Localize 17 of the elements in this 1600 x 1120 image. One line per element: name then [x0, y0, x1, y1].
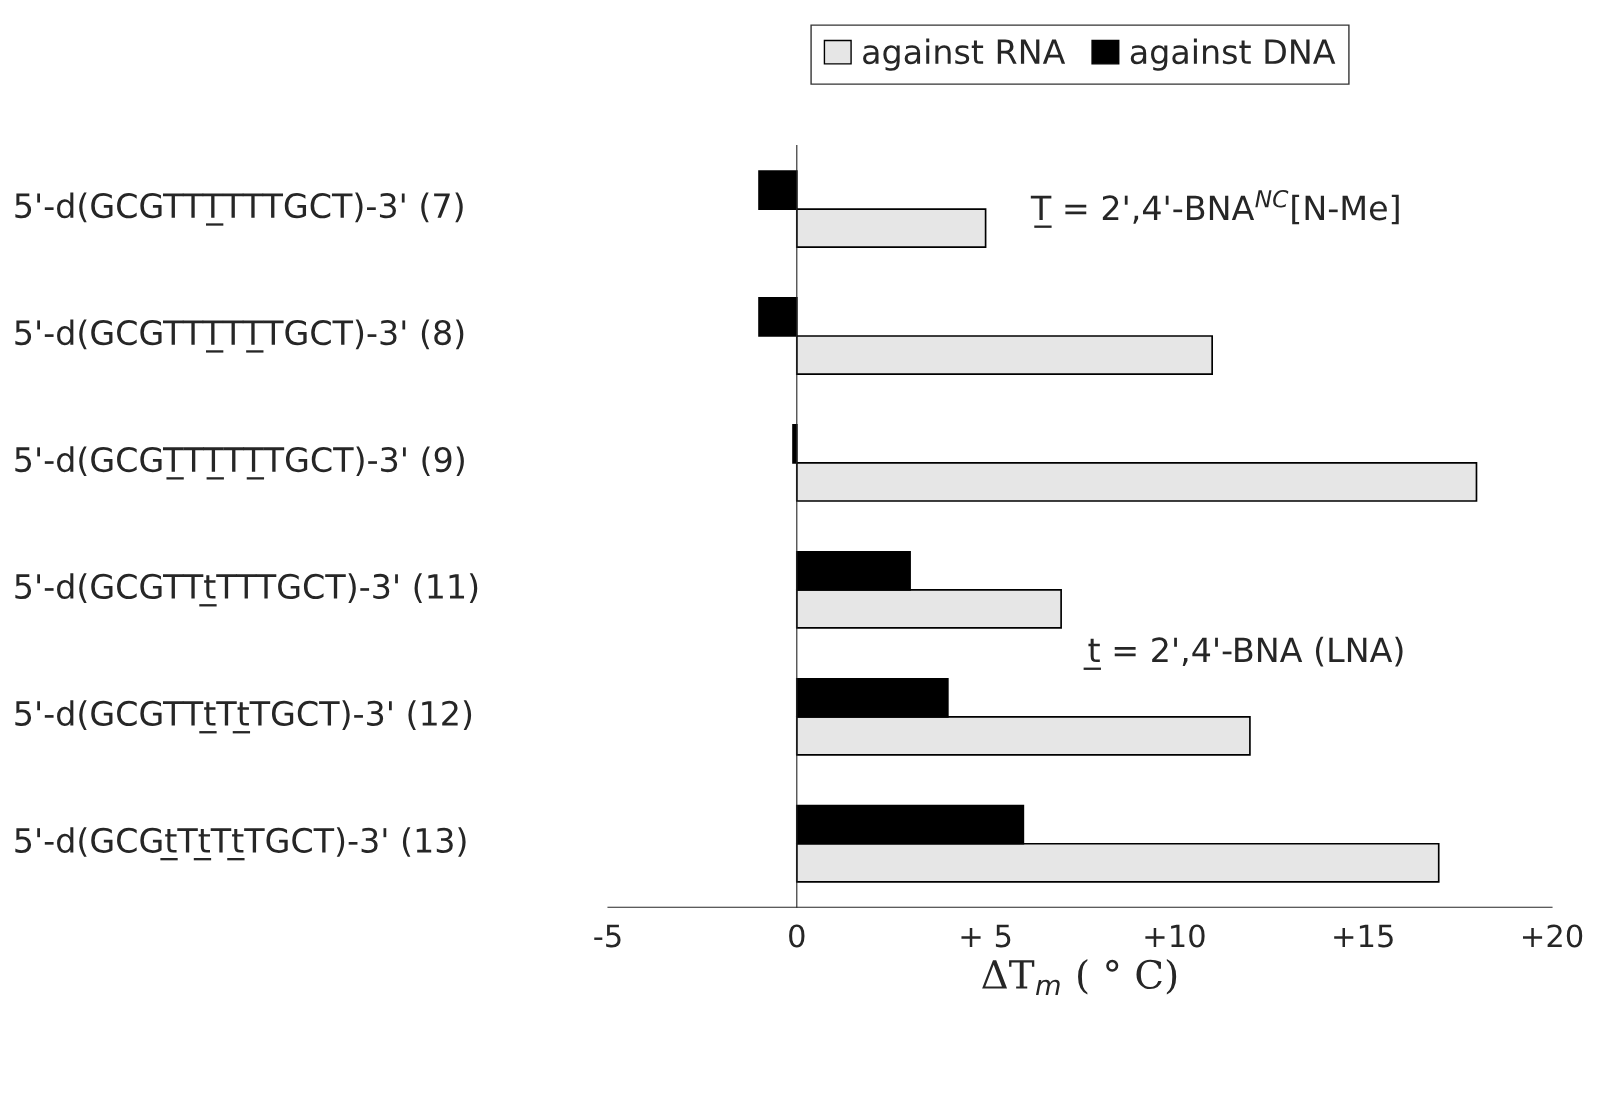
annotation: T̲ = 2',4'-BNA$^{NC}$[N-Me]	[1030, 189, 1399, 228]
y-tick-label: 5'-d(GCGTTT̲TTTGCT)-3' (7)	[15, 192, 463, 226]
y-tick-label: 5'-d(GCGTTt̲Tt̲TGCT)-3' (12)	[15, 700, 472, 734]
x-tick-label: 0	[789, 924, 805, 948]
x-axis-title: ΔT$_{m}$ ( ° C)	[982, 958, 1177, 995]
legend-label: against RNA	[863, 38, 1066, 71]
annotation: t̲ = 2',4'-BNA (LNA)	[1083, 636, 1403, 670]
x-tick-label: -5	[594, 924, 621, 948]
x-tick-label: + 5	[961, 924, 1011, 948]
x-tick-label: +20	[1522, 924, 1583, 948]
y-tick-label: 5'-d(GCGT̲TT̲TT̲TGCT)-3' (9)	[15, 446, 464, 480]
legend-label: against DNA	[1130, 38, 1336, 71]
x-tick-label: +15	[1334, 924, 1393, 948]
y-tick-label: 5'-d(GCGTTt̲TTTGCT)-3' (11)	[15, 573, 478, 607]
y-tick-label: 5'-d(GCGt̲Tt̲Tt̲TGCT)-3' (13)	[15, 827, 466, 861]
y-tick-label: 5'-d(GCGTTT̲TT̲TGCT)-3' (8)	[15, 319, 464, 353]
x-tick-label: +10	[1145, 924, 1205, 948]
